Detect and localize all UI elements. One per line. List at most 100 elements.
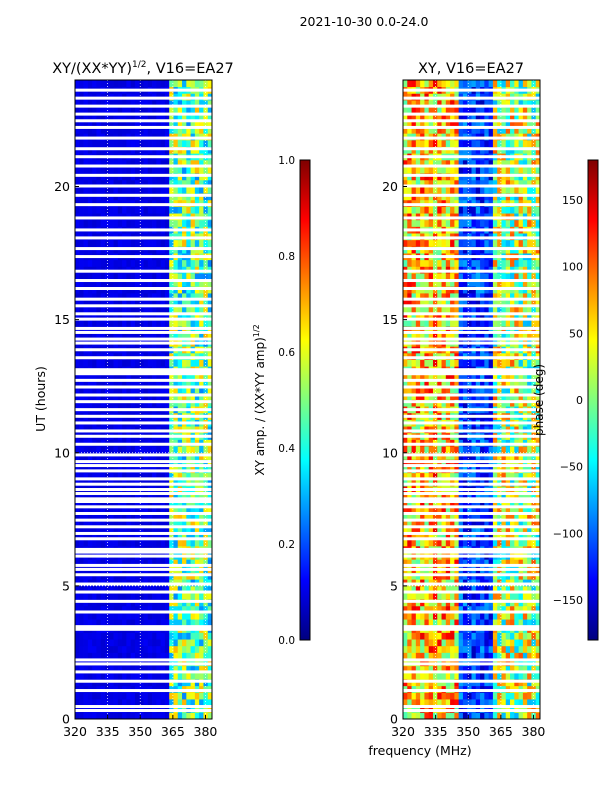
heatmap-cell bbox=[475, 605, 481, 613]
heatmap-cell bbox=[113, 532, 119, 540]
heatmap-cell bbox=[75, 113, 80, 121]
heatmap-cell bbox=[113, 699, 119, 707]
heatmap-cell bbox=[134, 379, 140, 387]
heatmap-cell bbox=[420, 612, 425, 620]
heatmap-cell bbox=[488, 672, 494, 680]
flagged-row bbox=[75, 709, 212, 713]
heatmap-cell bbox=[535, 446, 541, 454]
heatmap-cell bbox=[428, 619, 434, 627]
heatmap-cell bbox=[109, 306, 114, 314]
heatmap-cell bbox=[190, 699, 196, 707]
heatmap-cell bbox=[122, 472, 127, 480]
heatmap-cell bbox=[441, 612, 447, 620]
heatmap-cell bbox=[100, 652, 106, 660]
heatmap-cell bbox=[441, 692, 447, 700]
heatmap-cell bbox=[190, 239, 196, 247]
heatmap-cell bbox=[173, 219, 179, 227]
heatmap-cell bbox=[450, 386, 455, 394]
heatmap-cell bbox=[143, 372, 149, 380]
heatmap-cell bbox=[510, 519, 515, 527]
heatmap-cell bbox=[475, 512, 481, 520]
heatmap-cell bbox=[488, 525, 494, 534]
heatmap-cell bbox=[109, 259, 114, 267]
heatmap-cell bbox=[411, 372, 417, 380]
heatmap-cell bbox=[104, 332, 110, 340]
heatmap-cell bbox=[143, 665, 149, 673]
heatmap-cell bbox=[117, 259, 123, 267]
heatmap-cell bbox=[126, 585, 132, 593]
heatmap-cell bbox=[445, 605, 451, 613]
heatmap-cell bbox=[143, 592, 149, 600]
heatmap-cell bbox=[445, 672, 451, 680]
heatmap-cell bbox=[492, 712, 498, 720]
heatmap-cell bbox=[432, 672, 438, 680]
heatmap-cell bbox=[139, 539, 144, 547]
heatmap-cell bbox=[415, 492, 421, 500]
heatmap-cell bbox=[122, 379, 127, 387]
flagged-row bbox=[75, 287, 212, 291]
heatmap-cell bbox=[96, 299, 102, 307]
heatmap-cell bbox=[488, 652, 494, 660]
heatmap-cell bbox=[100, 113, 106, 121]
heatmap-cell bbox=[126, 472, 132, 480]
heatmap-cell bbox=[445, 539, 451, 547]
heatmap-cell bbox=[139, 259, 144, 267]
heatmap-cell bbox=[96, 293, 102, 301]
flagged-row bbox=[75, 337, 212, 341]
heatmap-cell bbox=[497, 619, 502, 627]
heatmap-cell bbox=[411, 585, 417, 593]
heatmap-cell bbox=[445, 446, 451, 454]
heatmap-cell bbox=[194, 119, 200, 127]
heatmap-cell bbox=[169, 532, 174, 540]
heatmap-cell bbox=[126, 699, 132, 707]
heatmap-cell bbox=[160, 119, 166, 127]
heatmap-cell bbox=[424, 585, 430, 593]
heatmap-cell bbox=[194, 106, 200, 114]
heatmap-cell bbox=[458, 692, 464, 700]
heatmap-cell bbox=[505, 512, 511, 520]
heatmap-cell bbox=[501, 519, 507, 527]
heatmap-cell bbox=[182, 372, 187, 380]
heatmap-cell bbox=[173, 279, 179, 287]
heatmap-cell bbox=[113, 559, 119, 567]
heatmap-cell bbox=[514, 672, 519, 680]
heatmap-cell bbox=[134, 472, 140, 480]
heatmap-cell bbox=[194, 512, 200, 520]
heatmap-cell bbox=[424, 539, 430, 547]
heatmap-cell bbox=[207, 206, 213, 214]
heatmap-cell bbox=[122, 559, 127, 567]
heatmap-cell bbox=[117, 159, 123, 167]
heatmap-cell bbox=[173, 446, 179, 454]
heatmap-cell bbox=[415, 692, 421, 700]
heatmap-cell bbox=[531, 639, 537, 647]
heatmap-cell bbox=[143, 359, 149, 367]
heatmap-cell bbox=[441, 372, 447, 380]
heatmap-cell bbox=[160, 619, 166, 627]
x-tick-label: 380 bbox=[194, 724, 218, 739]
heatmap-cell bbox=[190, 113, 196, 121]
flagged-row bbox=[75, 689, 212, 693]
heatmap-cell bbox=[437, 539, 442, 547]
heatmap-cell bbox=[177, 446, 183, 454]
heatmap-cell bbox=[130, 612, 136, 620]
heatmap-cell bbox=[104, 699, 110, 707]
heatmap-cell bbox=[130, 619, 136, 627]
heatmap-cell bbox=[454, 699, 460, 707]
heatmap-cell bbox=[428, 532, 434, 540]
heatmap-cell bbox=[420, 632, 425, 640]
heatmap-cell bbox=[122, 99, 127, 108]
heatmap-cell bbox=[152, 139, 157, 147]
heatmap-cell bbox=[535, 512, 541, 520]
heatmap-cell bbox=[143, 699, 149, 707]
heatmap-cell bbox=[407, 612, 412, 620]
heatmap-cell bbox=[96, 699, 102, 707]
heatmap-cell bbox=[139, 206, 144, 214]
heatmap-cell bbox=[501, 585, 507, 593]
heatmap-cell bbox=[471, 559, 477, 567]
heatmap-cell bbox=[450, 359, 455, 367]
heatmap-cell bbox=[492, 386, 498, 394]
heatmap-cell bbox=[126, 605, 132, 613]
heatmap-cell bbox=[79, 612, 84, 620]
heatmap-cell bbox=[139, 113, 144, 121]
heatmap-cell bbox=[173, 372, 179, 380]
